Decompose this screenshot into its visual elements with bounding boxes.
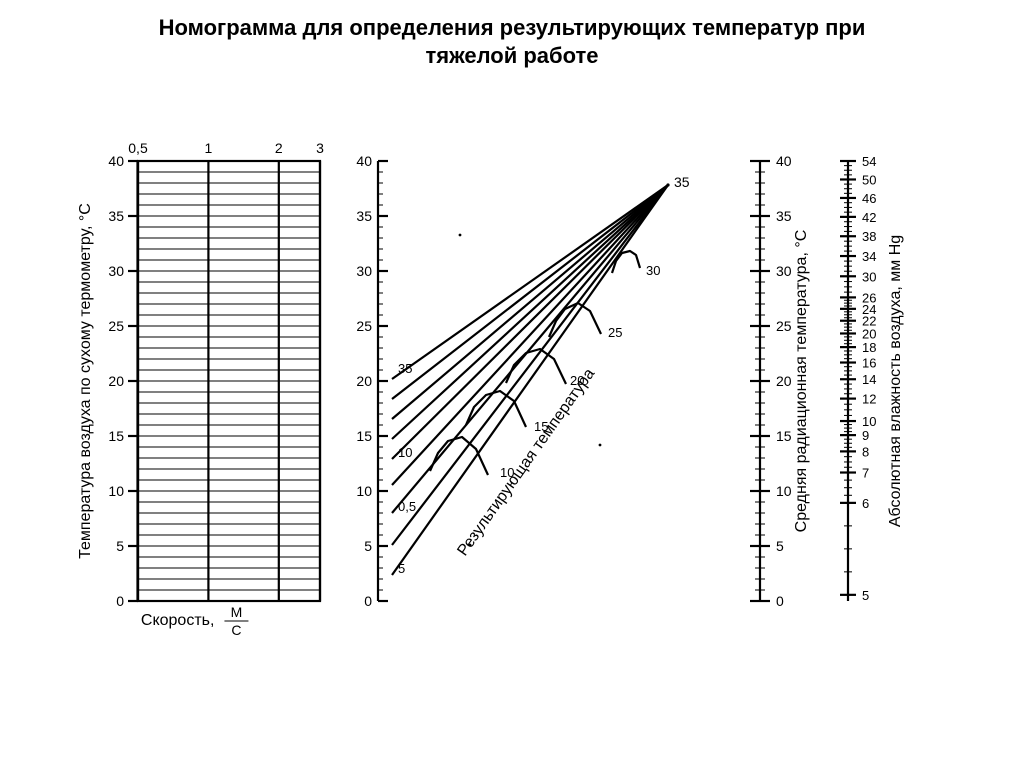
velocity-tick: 0,5 bbox=[128, 140, 148, 156]
humidity-tick: 16 bbox=[862, 356, 876, 371]
humidity-tick: 34 bbox=[862, 249, 876, 264]
humidity-tick: 8 bbox=[862, 444, 869, 459]
second-scale-tick: 25 bbox=[356, 318, 372, 334]
humidity-tick: 38 bbox=[862, 229, 876, 244]
resulting-temp-tick: 25 bbox=[608, 325, 622, 340]
title-line-2: тяжелой работе bbox=[425, 43, 598, 68]
humidity-tick: 6 bbox=[862, 496, 869, 511]
velocity-tick: 3 bbox=[316, 140, 324, 156]
humidity-tick: 12 bbox=[862, 392, 876, 407]
apex-label: 35 bbox=[674, 174, 690, 190]
humidity-axis-label: Абсолютная влажность воздуха, мм Hg bbox=[887, 235, 904, 527]
humidity-tick: 9 bbox=[862, 428, 869, 443]
left-axis-tick: 40 bbox=[108, 153, 124, 169]
dry-bulb-axis-label: Температура воздуха по сухому термометру… bbox=[77, 203, 94, 559]
rad-scale-tick: 25 bbox=[776, 318, 792, 334]
humidity-tick: 18 bbox=[862, 340, 876, 355]
print-speck bbox=[599, 444, 602, 447]
second-scale-tick: 10 bbox=[356, 483, 372, 499]
humidity-tick: 5 bbox=[862, 588, 869, 603]
left-axis-tick: 5 bbox=[116, 538, 124, 554]
velocity-tick: 1 bbox=[205, 140, 213, 156]
velocity-unit-top: M bbox=[231, 604, 243, 620]
fan-start-label: 10 bbox=[398, 445, 412, 460]
left-axis-tick: 10 bbox=[108, 483, 124, 499]
second-scale-tick: 15 bbox=[356, 428, 372, 444]
left-axis-tick: 35 bbox=[108, 208, 124, 224]
left-axis-tick: 15 bbox=[108, 428, 124, 444]
humidity-tick: 14 bbox=[862, 372, 876, 387]
rad-scale-tick: 40 bbox=[776, 153, 792, 169]
second-scale-tick: 35 bbox=[356, 208, 372, 224]
second-scale-tick: 20 bbox=[356, 373, 372, 389]
print-speck bbox=[469, 544, 472, 547]
second-scale-tick: 40 bbox=[356, 153, 372, 169]
left-axis-tick: 30 bbox=[108, 263, 124, 279]
nomogram-svg: 05101520253035400,5123Температура воздух… bbox=[0, 75, 1024, 765]
rad-axis-label: Средняя радиационная температура, °C bbox=[793, 230, 810, 533]
print-speck bbox=[459, 234, 462, 237]
left-axis-tick: 25 bbox=[108, 318, 124, 334]
second-scale-tick: 5 bbox=[364, 538, 372, 554]
left-axis-tick: 20 bbox=[108, 373, 124, 389]
second-scale-tick: 0 bbox=[364, 593, 372, 609]
second-scale-tick: 30 bbox=[356, 263, 372, 279]
fan-start-label: 35 bbox=[398, 361, 412, 376]
rad-scale-tick: 5 bbox=[776, 538, 784, 554]
resulting-temp-tick: 30 bbox=[646, 263, 660, 278]
humidity-tick: 46 bbox=[862, 191, 876, 206]
humidity-tick: 7 bbox=[862, 466, 869, 481]
humidity-tick: 42 bbox=[862, 210, 876, 225]
rad-scale-tick: 20 bbox=[776, 373, 792, 389]
nomogram-stage: 05101520253035400,5123Температура воздух… bbox=[0, 75, 1024, 765]
velocity-tick: 2 bbox=[275, 140, 283, 156]
humidity-tick: 10 bbox=[862, 414, 876, 429]
velocity-unit-bot: C bbox=[231, 622, 241, 638]
rad-scale-tick: 0 bbox=[776, 593, 784, 609]
humidity-tick: 54 bbox=[862, 154, 876, 169]
humidity-tick: 50 bbox=[862, 172, 876, 187]
rad-scale-tick: 10 bbox=[776, 483, 792, 499]
humidity-tick: 30 bbox=[862, 269, 876, 284]
fan-start-label: 5 bbox=[398, 561, 405, 576]
rad-scale-tick: 35 bbox=[776, 208, 792, 224]
title-line-1: Номограмма для определения результирующи… bbox=[159, 15, 866, 40]
left-axis-tick: 0 bbox=[116, 593, 124, 609]
fan-start-label: 0,5 bbox=[398, 499, 416, 514]
rad-scale-tick: 30 bbox=[776, 263, 792, 279]
velocity-axis-label: Скорость, bbox=[141, 612, 215, 629]
rad-scale-tick: 15 bbox=[776, 428, 792, 444]
